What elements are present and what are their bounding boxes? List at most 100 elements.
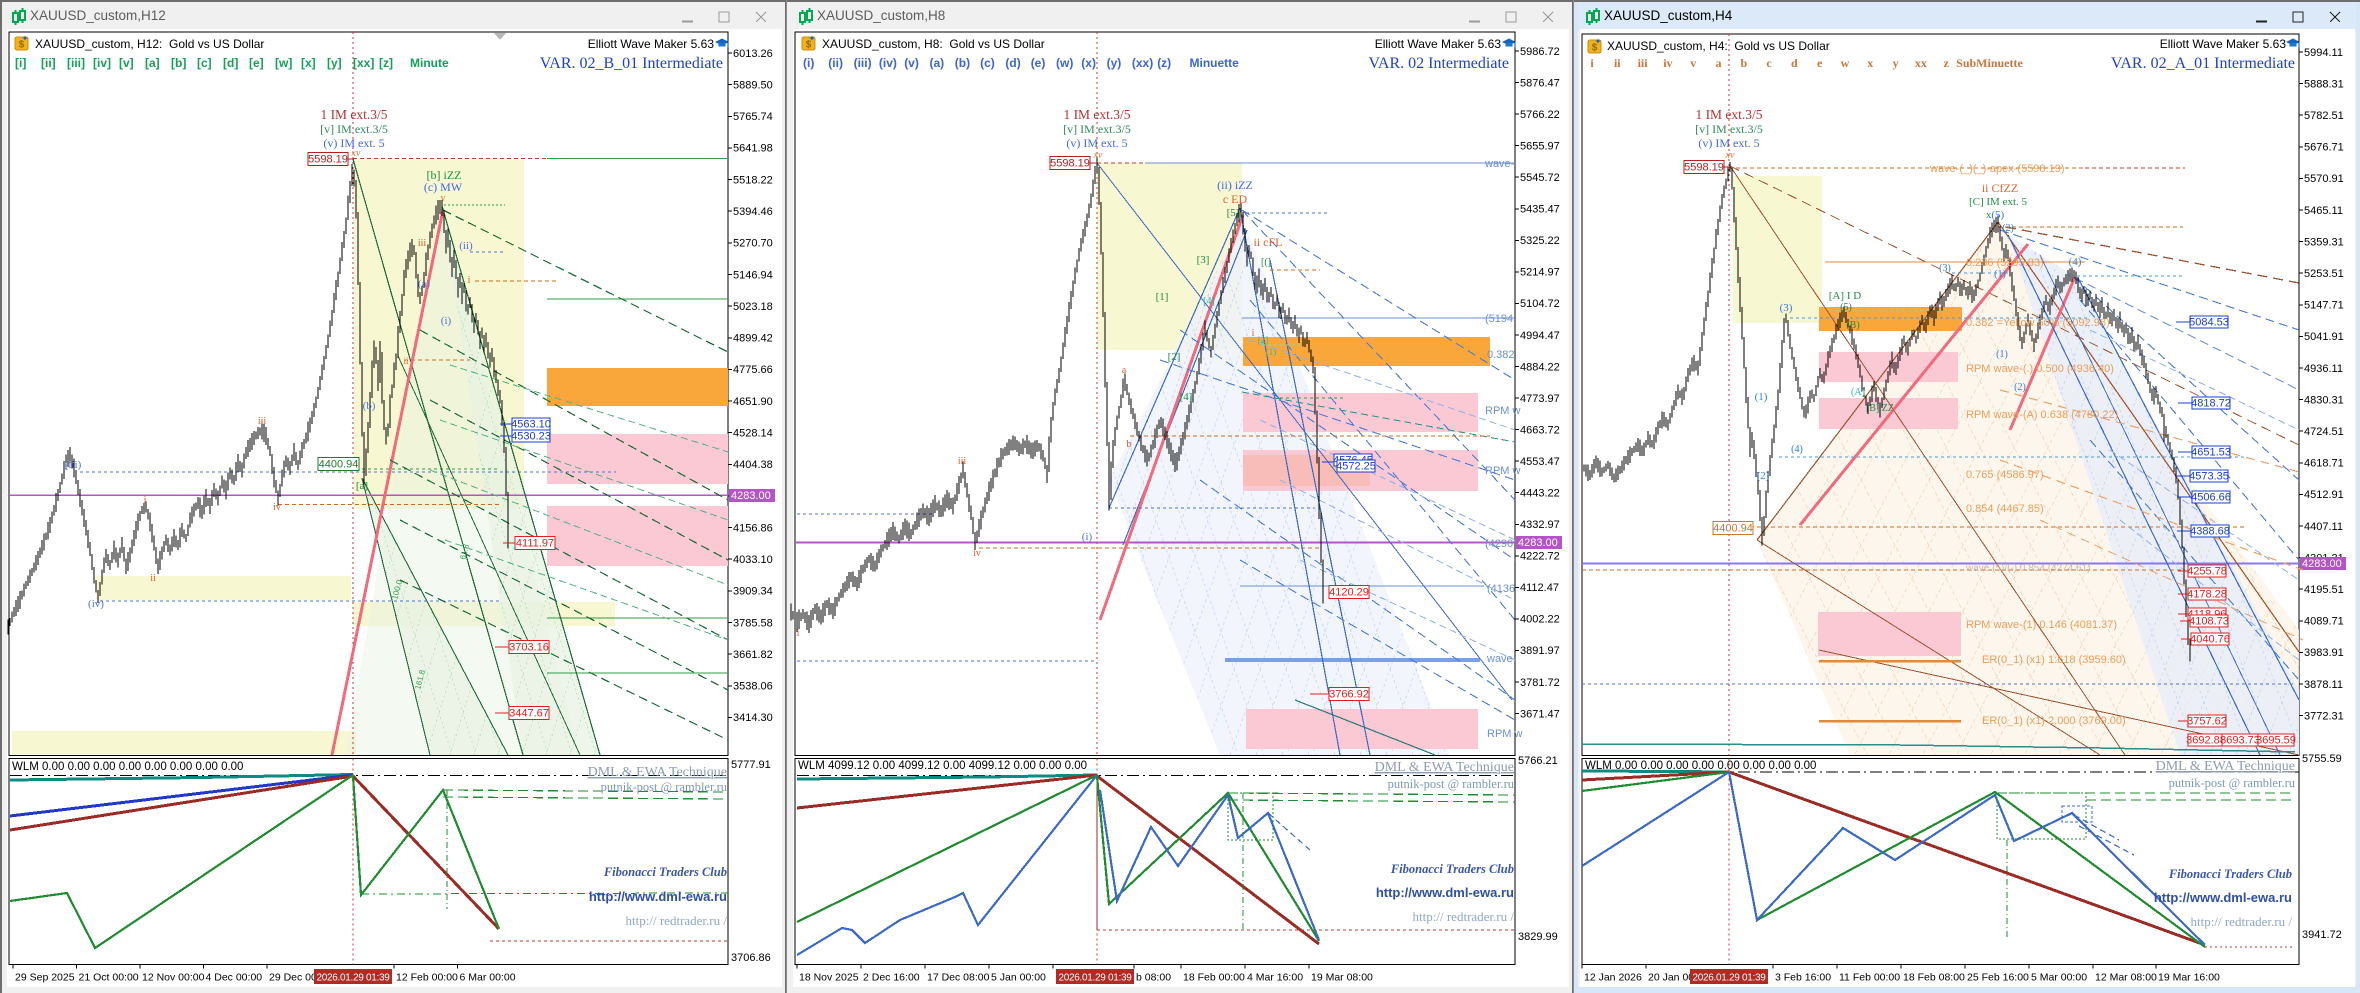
svg-text:[v] IM ext.3/5: [v] IM ext.3/5: [1063, 122, 1131, 136]
svg-text:4506.66: 4506.66: [2191, 492, 2231, 504]
svg-text:3447.67: 3447.67: [509, 708, 549, 720]
svg-text:29 Sep 2025: 29 Sep 2025: [15, 972, 75, 984]
svg-text:[3]: [3]: [1197, 254, 1210, 266]
svg-text:WLM 0.00 0.00 0.00 0.00 0.00 0: WLM 0.00 0.00 0.00 0.00 0.00 0.00 0.00 0…: [12, 761, 243, 773]
svg-text:iv: iv: [973, 548, 981, 559]
svg-text:[4]: [4]: [1180, 391, 1193, 403]
svg-text:4400.94: 4400.94: [319, 459, 359, 471]
svg-text:3766.92: 3766.92: [1329, 689, 1369, 701]
svg-text:[4]: [4]: [1203, 296, 1215, 307]
svg-text:y: y: [1893, 56, 1899, 70]
svg-text:3695.59: 3695.59: [2256, 735, 2296, 747]
svg-text:xx: xx: [1915, 56, 1927, 70]
svg-text:[iii]: [iii]: [67, 56, 85, 70]
svg-text:1 IM ext.3/5: 1 IM ext.3/5: [1063, 107, 1130, 122]
svg-text:4530.23: 4530.23: [511, 431, 551, 443]
svg-text:[5]: [5]: [1227, 207, 1240, 219]
svg-text:iii: iii: [958, 456, 967, 467]
svg-text:3661.82: 3661.82: [733, 649, 773, 661]
svg-text:(b): (b): [363, 400, 376, 412]
svg-text:VAR. 02_A_01 Intermediate: VAR. 02_A_01 Intermediate: [2111, 55, 2295, 72]
svg-text:XAUUSD_custom, H4: Gold vs US: XAUUSD_custom, H4: Gold vs US Dollar: [1607, 39, 1830, 53]
svg-text:(2): (2): [1757, 470, 1770, 482]
svg-text:5084.53: 5084.53: [2189, 317, 2229, 329]
svg-text:DML & EWA Technique: DML & EWA Technique: [2156, 759, 2295, 774]
svg-text:(3): (3): [1939, 263, 1951, 274]
svg-text:putnik-post @ rambler.ru: putnik-post @ rambler.ru: [2169, 776, 2296, 790]
svg-text:(w): (w): [1056, 56, 1073, 70]
svg-text:5755.59: 5755.59: [2302, 753, 2342, 765]
svg-text:(1): (1): [1994, 269, 2006, 280]
svg-text:wave-: wave-: [1484, 158, 1515, 170]
svg-text:(4136: (4136: [1487, 583, 1515, 595]
svg-text:[y]: [y]: [327, 56, 342, 70]
svg-text:1 IM ext.3/5: 1 IM ext.3/5: [320, 107, 387, 122]
svg-text:(i): (i): [1082, 531, 1093, 543]
svg-text:(c) MW: (c) MW: [424, 180, 463, 194]
svg-text:(iv): (iv): [879, 56, 897, 70]
svg-text:3671.47: 3671.47: [1520, 708, 1560, 720]
svg-text:[A] I D: [A] I D: [1829, 290, 1861, 302]
svg-text:[v]: [v]: [119, 56, 134, 70]
svg-text:12 Feb 00:00: 12 Feb 00:00: [396, 972, 458, 984]
svg-text:http:// redtrader.ru /: http:// redtrader.ru /: [1413, 909, 1515, 924]
svg-text:[c]: [c]: [197, 56, 212, 70]
svg-text:SubMinuette: SubMinuette: [1956, 56, 2023, 70]
svg-text:5889.50: 5889.50: [733, 79, 773, 91]
svg-text:VAR. 02_B_01 Intermediate: VAR. 02_B_01 Intermediate: [540, 55, 723, 72]
svg-text:3878.11: 3878.11: [2304, 679, 2343, 691]
svg-text:4255.78: 4255.78: [2187, 566, 2227, 578]
svg-text:(a): (a): [418, 278, 431, 290]
svg-text:[v] IM ext.3/5: [v] IM ext.3/5: [1695, 122, 1763, 136]
svg-text:0.382 =Yellow 50% (5092.98): 0.382 =Yellow 50% (5092.98): [1966, 317, 2110, 329]
svg-text:[ii]: [ii]: [41, 56, 56, 70]
svg-text:20 Jan 00:0: 20 Jan 00:0: [1648, 972, 1703, 984]
svg-text:4111.97: 4111.97: [516, 538, 554, 550]
svg-text:RPM w: RPM w: [1487, 728, 1523, 740]
svg-text:19 Mar 16:00: 19 Mar 16:00: [2158, 972, 2220, 984]
svg-text:[2]: [2]: [1258, 335, 1269, 345]
svg-text:e: e: [1817, 56, 1823, 70]
svg-text:a: a: [1122, 365, 1127, 376]
svg-text:putnik-post @ rambler.ru: putnik-post @ rambler.ru: [1388, 777, 1515, 791]
svg-text:3781.72: 3781.72: [1520, 677, 1560, 689]
svg-text:(a): (a): [930, 56, 945, 70]
svg-text:3703.16: 3703.16: [509, 642, 549, 654]
svg-text:3757.62: 3757.62: [2187, 716, 2227, 728]
svg-text:18 Feb 08:00: 18 Feb 08:00: [1903, 972, 1965, 984]
svg-text:(B): (B): [1846, 320, 1859, 331]
svg-text:5518.22: 5518.22: [733, 174, 773, 186]
svg-text:XAUUSD_custom,H4: XAUUSD_custom,H4: [1604, 8, 1733, 23]
svg-text:5147.71: 5147.71: [2304, 300, 2344, 312]
svg-text:5465.11: 5465.11: [2304, 205, 2343, 217]
svg-text:RPM w: RPM w: [1485, 405, 1521, 417]
svg-text:18 Nov 2025: 18 Nov 2025: [799, 972, 859, 984]
svg-text:2 Dec 16:00: 2 Dec 16:00: [863, 972, 920, 984]
svg-text:Fibonacci Traders Club: Fibonacci Traders Club: [2168, 867, 2292, 881]
svg-text:5777.91: 5777.91: [731, 759, 771, 771]
svg-text:✦: ✦: [809, 34, 816, 43]
svg-text:5641.98: 5641.98: [733, 143, 773, 155]
svg-text:6 Mar 00:00: 6 Mar 00:00: [460, 972, 516, 984]
svg-text:✦: ✦: [22, 34, 29, 43]
svg-text:4443.22: 4443.22: [1520, 488, 1560, 500]
svg-text:5545.72: 5545.72: [1520, 172, 1560, 184]
svg-text:5986.72: 5986.72: [1520, 46, 1560, 58]
svg-text:[e]: [e]: [249, 56, 264, 70]
svg-text:5359.31: 5359.31: [2304, 236, 2344, 248]
svg-text:4651.90: 4651.90: [733, 396, 773, 408]
svg-text:[(]: [(]: [1261, 257, 1271, 268]
svg-text:(e): (e): [1031, 56, 1046, 70]
svg-text:[b] iZZ: [b] iZZ: [427, 168, 462, 182]
svg-text:VAR. 02 Intermediate: VAR. 02 Intermediate: [1368, 55, 1509, 72]
svg-text:$: $: [19, 40, 25, 51]
svg-text:(xx): (xx): [1132, 56, 1153, 70]
svg-text:[i]: [i]: [15, 56, 26, 70]
svg-text:4283.00: 4283.00: [731, 490, 771, 502]
svg-text:ii: ii: [1614, 56, 1621, 70]
svg-text:4618.71: 4618.71: [2304, 458, 2344, 470]
svg-text:17 Dec 08:00: 17 Dec 08:00: [927, 972, 990, 984]
svg-text:[b]: [b]: [171, 56, 186, 70]
svg-text:http:// redtrader.ru /: http:// redtrader.ru /: [626, 913, 728, 928]
svg-text:4553.47: 4553.47: [1520, 456, 1560, 468]
